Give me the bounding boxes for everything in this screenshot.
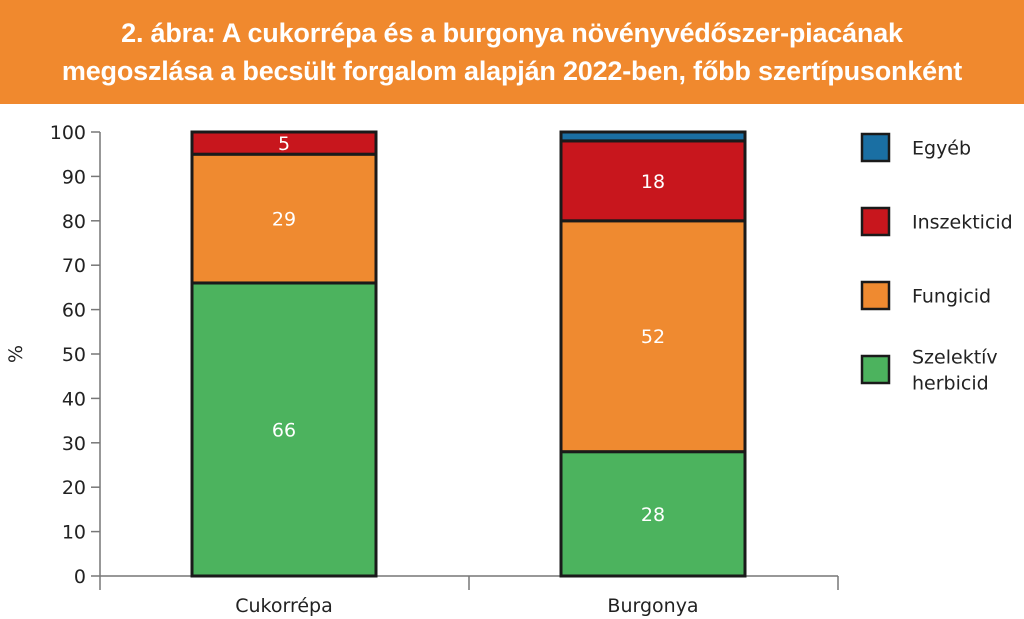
legend-swatch bbox=[860, 280, 891, 311]
legend-label: Szelektív bbox=[912, 347, 998, 369]
y-tick-label: 40 bbox=[62, 388, 86, 410]
y-tick-label: 10 bbox=[62, 522, 86, 544]
legend-label: Egyéb bbox=[912, 138, 971, 160]
data-label: 29 bbox=[272, 209, 296, 231]
legend-swatch bbox=[860, 132, 891, 163]
x-category-label: Cukorrépa bbox=[235, 595, 333, 617]
bar-segment bbox=[559, 450, 747, 578]
y-tick-label: 90 bbox=[62, 166, 86, 188]
bar-segment bbox=[559, 130, 747, 143]
data-label: 18 bbox=[641, 171, 665, 193]
bar-segment bbox=[559, 139, 747, 223]
legend-swatch bbox=[860, 354, 891, 385]
y-tick-label: 60 bbox=[62, 300, 86, 322]
chart-title-line-2: megoszlása a becsült forgalom alapján 20… bbox=[61, 56, 963, 86]
y-axis-label: % bbox=[5, 345, 27, 363]
legend-swatch bbox=[860, 206, 891, 237]
data-label: 52 bbox=[641, 326, 665, 348]
y-tick-label: 30 bbox=[62, 433, 86, 455]
legend-label: Inszekticid bbox=[912, 212, 1013, 234]
bar-segment bbox=[190, 130, 378, 156]
bar-segment bbox=[190, 152, 378, 285]
y-tick-label: 50 bbox=[62, 344, 86, 366]
legend-label: Fungicid bbox=[912, 286, 991, 308]
legend-label: herbicid bbox=[912, 373, 989, 395]
chart-title: 2. ábra: A cukorrépa és a burgonya növén… bbox=[0, 0, 1024, 104]
chart-title-line-1: 2. ábra: A cukorrépa és a burgonya növén… bbox=[121, 18, 903, 48]
bar-segment bbox=[190, 281, 378, 578]
y-tick-label: 70 bbox=[62, 255, 86, 277]
y-tick-label: 20 bbox=[62, 477, 86, 499]
y-tick-label: 100 bbox=[50, 122, 86, 144]
bar-segment bbox=[559, 219, 747, 454]
data-label: 5 bbox=[278, 133, 290, 155]
data-label: 28 bbox=[641, 504, 665, 526]
y-tick-label: 80 bbox=[62, 211, 86, 233]
x-category-label: Burgonya bbox=[607, 595, 698, 617]
data-label: 66 bbox=[272, 419, 296, 441]
y-tick-label: 0 bbox=[74, 566, 86, 588]
stacked-bar-chart: 0 10 20 30 40 50 60 70 80 90 100% Cukorrépa Burgonya… bbox=[5, 122, 1013, 617]
